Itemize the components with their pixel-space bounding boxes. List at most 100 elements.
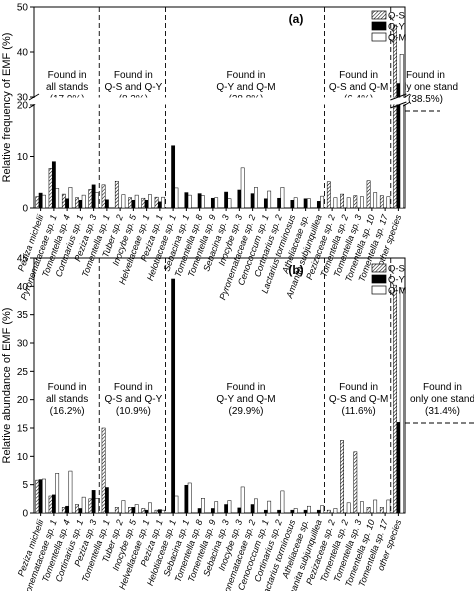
bar-q-m [121, 194, 126, 209]
bar-q-s [340, 193, 344, 209]
group-label: Found in [227, 70, 266, 81]
bar-q-y [78, 200, 83, 209]
bar-q-s [48, 495, 53, 514]
bar-q-y [303, 198, 308, 209]
bar-q-y [51, 494, 56, 514]
legend-swatch-q-s [371, 10, 387, 20]
bar-q-m [95, 498, 99, 514]
legend-label: Q-S [388, 264, 405, 275]
legend-label: Q-M [388, 33, 407, 44]
bar-q-y [144, 200, 149, 209]
bar-q-m [280, 490, 285, 514]
bar-q-y [51, 161, 56, 209]
bar-q-y [197, 508, 202, 514]
bar-q-m [42, 194, 46, 209]
y-tick-label: 50 [17, 3, 29, 14]
bar-q-s [154, 509, 159, 514]
group-label: Q-S and Q-M [329, 394, 388, 405]
y-tick-label: 5 [22, 480, 28, 491]
bar-q-s [379, 195, 384, 209]
bar-q-s [61, 507, 66, 514]
bar-q-s [326, 509, 331, 514]
bar-q-s [353, 195, 358, 209]
group-label: Found in [423, 382, 462, 393]
group-label: only one stand [393, 82, 458, 93]
bar-q-y [157, 509, 162, 514]
bar-q-m [307, 198, 311, 209]
group-label: Found in [48, 70, 87, 81]
bar-q-m [55, 188, 60, 209]
bar-q-y [197, 193, 202, 209]
bar-q-s [88, 498, 93, 514]
group-label: all stands [46, 82, 88, 93]
bar-q-s [154, 196, 159, 209]
y-tick-label: 45 [17, 254, 29, 265]
bar-q-m [240, 167, 245, 209]
group-label: Found in [339, 382, 378, 393]
bar-break-mark [390, 93, 407, 101]
bar-q-s [141, 197, 146, 209]
bar-q-y [157, 201, 162, 209]
y-tick-label: 15 [17, 424, 29, 435]
bar-q-m [187, 194, 192, 209]
bar-q-y [210, 508, 215, 514]
bar-q-m [346, 502, 351, 514]
bar-q-y [224, 191, 229, 209]
bar-q-y [237, 189, 242, 209]
bar-q-m [81, 194, 86, 209]
axis-break-gap [34, 97, 405, 105]
bar-q-m [240, 486, 245, 514]
legend-swatch-q-s [371, 263, 387, 273]
bar-q-s [75, 504, 79, 514]
bar-q-m [214, 501, 219, 514]
bar-q-m [227, 500, 232, 514]
bar-q-m [399, 287, 404, 514]
bar-q-s [128, 197, 132, 209]
y-tick-label: 0 [22, 204, 28, 215]
group-label: Found in [114, 70, 153, 81]
y-tick-label: 40 [17, 282, 29, 293]
legend-label: Q-S [388, 11, 405, 22]
bar-q-s [393, 24, 397, 209]
group-label: (31.4%) [425, 406, 460, 417]
bar-q-m [201, 195, 205, 209]
y-tick-label: 0 [22, 509, 28, 520]
y-tick-label: 10 [17, 452, 29, 463]
bar-q-y [250, 193, 255, 209]
bar-q-s [326, 181, 331, 209]
bar-q-m [227, 198, 232, 209]
bar-q-s [101, 184, 106, 209]
group-label: Q-Y and Q-M [216, 82, 275, 93]
bar-q-s [366, 507, 371, 514]
group-label: Found in [227, 382, 266, 393]
bar-q-m [360, 501, 364, 514]
bar-q-m [320, 505, 325, 514]
bar-q-y [171, 145, 176, 209]
bar-q-m [373, 499, 378, 514]
y-tick-label: 25 [17, 367, 29, 378]
bar-q-s [101, 427, 106, 514]
group-label: Q-S and Q-Y [104, 394, 162, 405]
bar-q-y [277, 509, 282, 514]
bar-q-m [333, 197, 338, 209]
bar-q-m [148, 502, 152, 514]
bar-q-m [81, 496, 86, 514]
bar-q-m [399, 54, 404, 209]
y-tick-label: 30 [17, 93, 29, 104]
legend-swatch-q-y [371, 21, 387, 31]
y-tick-label: 30 [17, 339, 29, 350]
bar-q-m [267, 500, 272, 514]
legend-swatch-q-y [371, 274, 387, 284]
group-label: (11.6%) [341, 406, 375, 417]
bar-q-m [333, 508, 338, 514]
bar-q-y [91, 184, 96, 209]
group-label: Q-Y and Q-M [216, 394, 275, 405]
panel-label: (a) [289, 12, 304, 26]
legend-label: Q-M [388, 286, 407, 297]
group-label: all stands [46, 394, 88, 405]
bar-q-y [210, 197, 215, 209]
bar-q-m [68, 187, 73, 209]
legend-label: Q-Y [388, 22, 406, 33]
bar-q-y [303, 509, 308, 514]
bar-q-y [396, 422, 401, 514]
